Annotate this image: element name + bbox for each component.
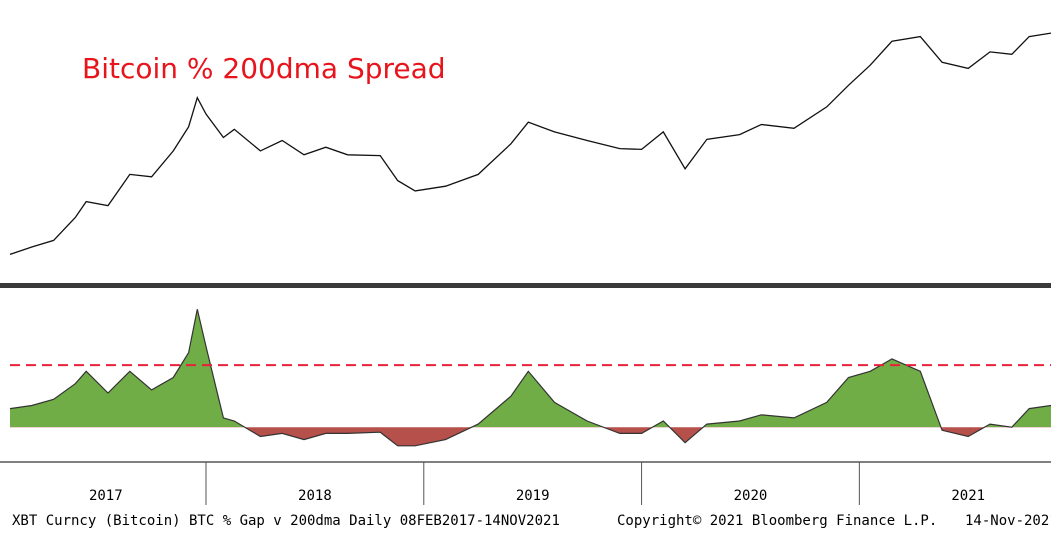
footer-text: XBT Curncy (Bitcoin) BTC % Gap v 200dma …	[12, 513, 560, 529]
price-line	[9, 32, 1051, 256]
footer-text: 14-Nov-2021	[965, 513, 1051, 529]
gap-area	[10, 309, 1051, 446]
footer-text: Copyright© 2021 Bloomberg Finance L.P.	[617, 513, 937, 529]
x-tick-label: 2017	[89, 488, 123, 504]
gap-line	[9, 309, 1051, 447]
x-tick-label: 2020	[734, 488, 768, 504]
panel-divider	[0, 283, 1051, 288]
x-tick-label: 2021	[951, 488, 985, 504]
x-tick-label: 2018	[298, 488, 332, 504]
chart-title: Bitcoin % 200dma Spread	[82, 52, 446, 85]
x-tick-label: 2019	[516, 488, 550, 504]
